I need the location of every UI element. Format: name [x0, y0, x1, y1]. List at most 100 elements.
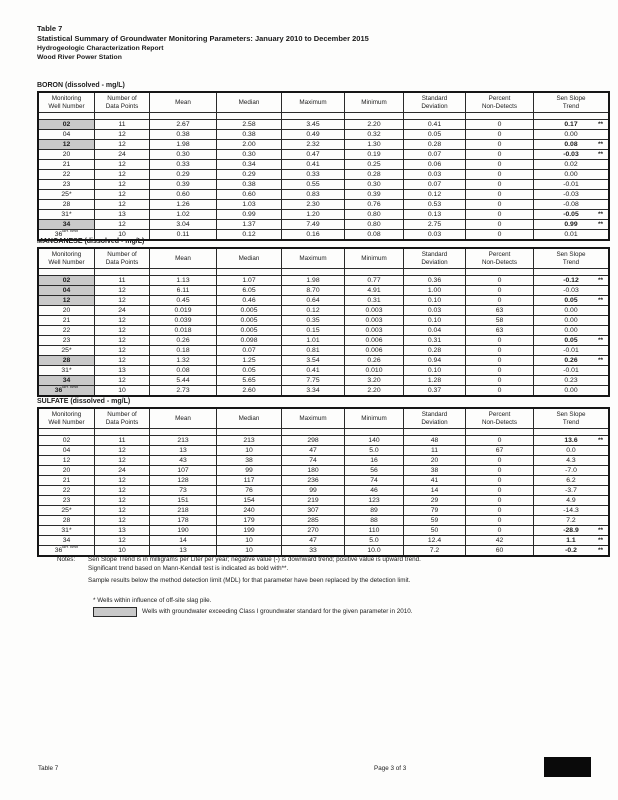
column-header: Maximum [281, 91, 345, 113]
well-number-cell: 04 [37, 285, 95, 296]
value-cell: 1.00 [403, 285, 466, 296]
sen-slope-cell: 0.00 [533, 385, 610, 397]
well-number-cell: 25* [37, 505, 95, 516]
sen-slope-cell: -0.01 [533, 345, 610, 356]
column-header: Mean [149, 91, 217, 113]
value-cell: 0 [465, 365, 534, 376]
value-cell: 3.34 [281, 385, 345, 397]
value-cell: 33 [281, 545, 345, 557]
value-cell: 2.75 [403, 219, 466, 230]
value-cell: 41 [403, 475, 466, 486]
value-cell: 24 [94, 149, 150, 160]
value-cell: 0.039 [149, 315, 217, 326]
value-cell: 0 [465, 465, 534, 476]
table-row: 22 12 0.018 0.005 0.15 0.003 0.04 63 0.00 [37, 325, 610, 336]
table-row: 28 12 1.32 1.25 3.54 0.26 0.94 0 0.26 ** [37, 355, 610, 366]
value-cell: 0.005 [216, 305, 282, 316]
station-name: Wood River Power Station [37, 54, 122, 61]
value-cell: 10 [216, 545, 282, 557]
value-cell: 0.41 [403, 119, 466, 130]
header-row: Monitoring Well Number Number of Data Point… [37, 247, 610, 269]
value-cell: 2.67 [149, 119, 217, 130]
table-row: 12 12 0.45 0.46 0.64 0.31 0.10 0 0.05 ** [37, 295, 610, 306]
value-cell: 1.26 [149, 199, 217, 210]
value-cell: 11 [403, 445, 466, 456]
well-number-cell: 21 [37, 159, 95, 170]
table-row: 34 12 14 10 47 5.0 12.4 42 1.1 ** [37, 535, 610, 546]
well-number-cell: 34 [37, 375, 95, 386]
value-cell: 73 [149, 485, 217, 496]
value-cell: 7.2 [403, 545, 466, 557]
value-cell: 13 [94, 365, 150, 376]
value-cell: 12 [94, 129, 150, 140]
value-cell: 0 [465, 129, 534, 140]
well-number-cell: 34 [37, 219, 95, 230]
data-table: Monitoring Well Number Number of Data Point… [37, 91, 610, 241]
sen-slope-cell: 13.6 ** [533, 435, 610, 446]
value-cell: 89 [344, 505, 404, 516]
value-cell: 0.28 [403, 345, 466, 356]
value-cell: 12 [94, 325, 150, 336]
well-number-cell: 21 [37, 475, 95, 486]
value-cell: 0 [465, 209, 534, 220]
sen-slope-cell: 0.08 ** [533, 139, 610, 150]
value-cell: 10 [216, 445, 282, 456]
well-number-cell: 02 [37, 275, 95, 286]
well-number-cell: 34 [37, 535, 95, 546]
value-cell: 0.005 [216, 315, 282, 326]
column-header: Maximum [281, 407, 345, 429]
column-header: Monitoring Well Number [37, 247, 95, 269]
sulfate-table-section: SULFATE (dissolved - mg/L) Monitoring Wel… [37, 398, 610, 557]
sen-slope-cell: 4.3 [533, 455, 610, 466]
value-cell: 0.80 [344, 219, 404, 230]
table-row: 31* 13 0.08 0.05 0.41 0.010 0.10 0 -0.01 [37, 365, 610, 376]
footer-table-number: Table 7 [38, 765, 59, 772]
value-cell: 0.55 [281, 179, 345, 190]
well-number-cell: 31* [37, 365, 95, 376]
well-number-cell: 23 [37, 335, 95, 346]
value-cell: 3.54 [281, 355, 345, 366]
data-table: Monitoring Well Number Number of Data Point… [37, 407, 610, 557]
sen-slope-cell: -0.05 ** [533, 209, 610, 220]
value-cell: 59 [403, 515, 466, 526]
value-cell: 13 [94, 209, 150, 220]
notes-label: Notes: [57, 556, 76, 563]
well-number-cell: 23 [37, 179, 95, 190]
value-cell: 0.33 [149, 159, 217, 170]
sen-slope-cell: -0.01 [533, 365, 610, 376]
spacer-row [37, 112, 610, 120]
value-cell: 0.03 [403, 169, 466, 180]
column-header: Maximum [281, 247, 345, 269]
value-cell: 0 [465, 139, 534, 150]
value-cell: 285 [281, 515, 345, 526]
value-cell: 236 [281, 475, 345, 486]
footer-page-number: Page 3 of 3 [374, 765, 407, 772]
value-cell: 16 [344, 455, 404, 466]
value-cell: 0.45 [149, 295, 217, 306]
value-cell: 213 [149, 435, 217, 446]
value-cell: 11 [94, 275, 150, 286]
well-number-cell: 21 [37, 315, 95, 326]
value-cell: 0.003 [344, 305, 404, 316]
value-cell: 24 [94, 305, 150, 316]
value-cell: 48 [403, 435, 466, 446]
value-cell: 0 [465, 515, 534, 526]
value-cell: 0.04 [403, 325, 466, 336]
value-cell: 12 [94, 295, 150, 306]
table-row: 02 11 1.13 1.07 1.98 0.77 0.36 0 -0.12 ** [37, 275, 610, 286]
value-cell: 0.006 [344, 335, 404, 346]
table-row: 12 12 43 38 74 16 20 0 4.3 [37, 455, 610, 466]
value-cell: 12 [94, 315, 150, 326]
spacer-row [37, 428, 610, 436]
sen-slope-cell: -14.3 [533, 505, 610, 516]
value-cell: 0.99 [216, 209, 282, 220]
value-cell: 0.37 [403, 385, 466, 397]
table-row: 34 12 3.04 1.37 7.49 0.80 2.75 0 0.99 ** [37, 219, 610, 230]
value-cell: 1.28 [403, 375, 466, 386]
value-cell: 63 [465, 325, 534, 336]
value-cell: 0 [465, 385, 534, 397]
asterisk-note: * Wells within influence of off-site sla… [93, 596, 212, 604]
value-cell: 58 [465, 315, 534, 326]
value-cell: 0.38 [149, 129, 217, 140]
